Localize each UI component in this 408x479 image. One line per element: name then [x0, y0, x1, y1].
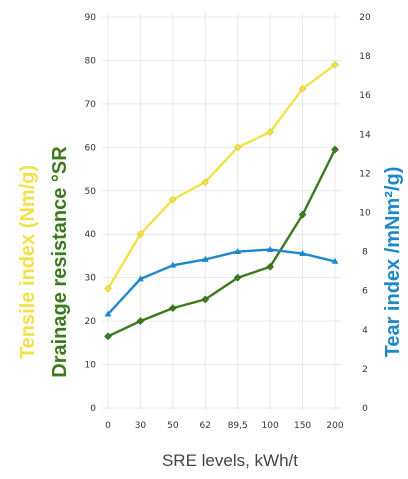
x-tick-label: 30	[135, 421, 147, 431]
y-left-tick-label: 10	[85, 361, 97, 371]
point-tensile	[298, 84, 307, 93]
point-drainage	[233, 273, 242, 282]
y-right-tick-label: 2	[362, 365, 368, 375]
y-right-tick-label: 18	[359, 52, 371, 62]
point-tensile	[169, 195, 177, 204]
x-tick-label: 89,5	[228, 421, 248, 431]
point-tensile	[331, 60, 339, 69]
x-tick-label: 50	[167, 421, 179, 431]
point-drainage	[169, 304, 177, 312]
y-right-tick-label: 10	[359, 209, 371, 219]
y-right-tick-label: 4	[362, 326, 368, 336]
point-tensile	[136, 230, 145, 239]
series-tear	[104, 246, 339, 317]
series-layer	[104, 60, 339, 341]
y-right-tick-label: 20	[359, 13, 371, 23]
series-line-tear	[107, 248, 336, 316]
y-axis-label-tensile: Tensile index (Nm/g)	[17, 165, 39, 359]
point-drainage	[331, 145, 339, 154]
y-left-tick-label: 80	[85, 56, 97, 66]
point-tear	[266, 246, 274, 253]
point-tensile	[266, 128, 274, 136]
point-tear	[137, 275, 144, 282]
point-drainage	[104, 332, 112, 341]
y-left-tick-label: 90	[85, 13, 97, 23]
x-tick-label: 62	[200, 421, 211, 431]
x-tick-label: 100	[262, 421, 279, 431]
y-left-tick-label: 20	[85, 317, 97, 327]
x-tick-label: 200	[326, 421, 343, 431]
point-tear	[104, 310, 112, 317]
point-tear	[201, 255, 209, 262]
series-tensile	[104, 60, 339, 293]
point-drainage	[201, 295, 210, 304]
x-tick-label: 150	[294, 421, 311, 431]
series-line-drainage	[107, 148, 337, 338]
y-right-tick-label: 8	[362, 248, 368, 258]
point-drainage	[136, 317, 145, 325]
y-left-tick-label: 60	[85, 143, 97, 153]
x-tick-label: 0	[105, 421, 111, 431]
y-left-tick-label: 70	[85, 100, 97, 110]
y-axis-label-tear: Tear index /mNm²/g)	[382, 167, 404, 358]
series-line-tensile	[106, 63, 336, 290]
y-right-tick-label: 0	[362, 404, 368, 414]
y-left-tick-label: 40	[85, 230, 97, 240]
y-right-tick-label: 14	[359, 130, 371, 140]
point-tear	[169, 261, 177, 268]
y-right-tick-label: 16	[359, 91, 371, 101]
y-axis-label-drainage: Drainage resistance °SR	[49, 146, 71, 378]
point-tensile	[104, 284, 112, 293]
y-right-tick-label: 6	[362, 287, 368, 297]
point-tensile	[233, 143, 242, 152]
point-drainage	[266, 262, 274, 271]
y-left-tick-label: 50	[85, 187, 97, 197]
point-tear	[299, 249, 306, 256]
y-left-tick-label: 30	[85, 274, 97, 284]
point-tear	[331, 257, 339, 264]
point-drainage	[298, 210, 307, 219]
y-right-tick-label: 12	[359, 169, 370, 179]
x-axis-label: SRE levels, kWh/t	[162, 451, 298, 470]
point-tensile	[201, 178, 210, 186]
y-left-tick-label: 0	[90, 404, 96, 414]
series-drainage	[104, 145, 339, 341]
point-tear	[234, 248, 242, 254]
